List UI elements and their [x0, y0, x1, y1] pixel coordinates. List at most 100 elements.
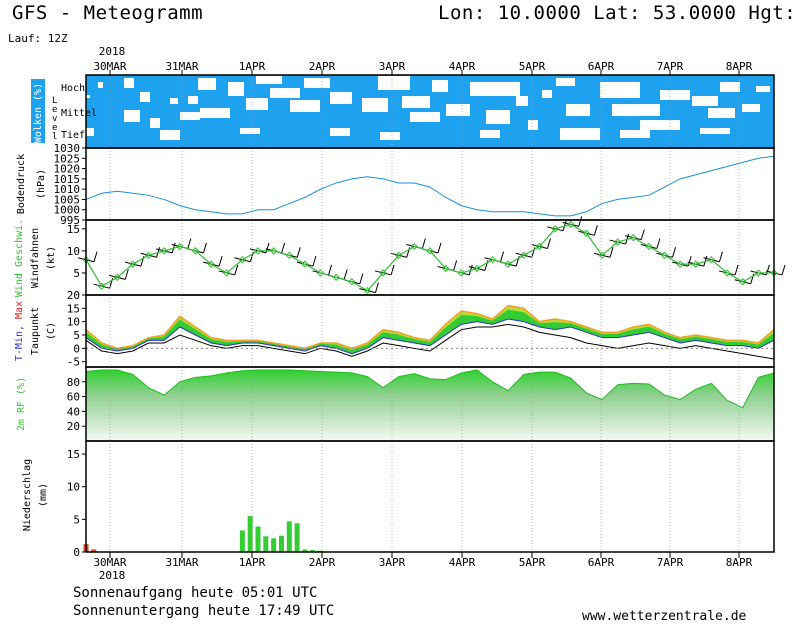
- precip-bar: [247, 516, 253, 552]
- pressure-line: [85, 155, 775, 217]
- cloud-gap: [228, 82, 244, 96]
- model-run-label: Lauf: 12Z: [8, 32, 68, 45]
- cloud-gap: [86, 95, 90, 98]
- wind-speed-point: [160, 247, 168, 255]
- wind-speed-point: [379, 269, 387, 277]
- wind-barb-flag: [281, 242, 286, 254]
- wind-speed-point: [316, 269, 325, 277]
- cloud-gap: [528, 120, 538, 130]
- panel-frame-wind: [85, 219, 775, 296]
- cloud-gap: [304, 78, 330, 88]
- cloud-gap: [124, 78, 134, 88]
- precip-bar: [278, 535, 284, 552]
- cloud-gap: [246, 98, 268, 110]
- cloud-gap: [124, 110, 140, 122]
- y-tick-label: 10: [67, 481, 80, 494]
- wind-speed-point: [144, 251, 153, 260]
- temperature-axis-label: T-Min, Max: [14, 301, 25, 361]
- wind-speed-point: [269, 247, 278, 255]
- wind-speed-point: [582, 229, 591, 237]
- cloud-gap: [566, 104, 590, 116]
- humidity-axis-label: 2m RF (%): [16, 377, 27, 431]
- wind-speed-point: [97, 282, 106, 290]
- precip-unit-label: (mm): [38, 483, 49, 507]
- pressure-axis-label: Bodendruck: [16, 154, 27, 214]
- precip-bar: [239, 530, 245, 552]
- wind-barb-flag: [593, 225, 598, 236]
- y-tick-label: 20: [67, 420, 80, 433]
- cloud-gap: [402, 96, 430, 108]
- y-tick-label: 995: [60, 214, 80, 227]
- top-date-label: 31MAR: [165, 60, 198, 73]
- cloud-gap: [330, 128, 350, 136]
- wind-barb-flag: [453, 260, 458, 271]
- wind-barb-flag: [640, 229, 645, 240]
- wind-speed-point: [457, 269, 465, 277]
- top-date-label: 8APR: [726, 60, 753, 73]
- humidity-area: [86, 369, 774, 441]
- wind-barb-flag: [124, 269, 129, 280]
- y-tick-label: 1010: [54, 183, 81, 196]
- y-tick-label: 0: [73, 546, 80, 559]
- wind-speed-point: [629, 233, 637, 242]
- wind-barb-flag: [656, 238, 661, 249]
- wind-speed-point: [504, 260, 512, 268]
- wind-speed-point: [645, 242, 653, 251]
- wind-speed-point: [551, 225, 559, 233]
- sunset-text: Sonnenuntergang heute 17:49 UTC: [73, 603, 335, 619]
- wind-barb-flag: [218, 255, 223, 267]
- wind-speed-point: [739, 278, 747, 286]
- wind-speed-point: [301, 260, 309, 268]
- precip-bar-strat: [91, 549, 97, 552]
- y-tick-label: 60: [67, 391, 80, 404]
- wind-barb-flag: [296, 247, 301, 258]
- wind-speed-point: [348, 278, 356, 286]
- wind-speed-point: [473, 264, 481, 273]
- top-date-label: 3APR: [379, 60, 406, 73]
- cloud-gap: [486, 110, 510, 124]
- wind-speed-point: [207, 260, 215, 268]
- y-tick-label: 1005: [54, 193, 81, 206]
- panel-frame-precipitation: [85, 440, 775, 553]
- precip-bar: [263, 536, 269, 552]
- wind-barb-flag: [672, 247, 677, 258]
- wind-speed-point: [176, 242, 184, 251]
- wind-speed-point: [676, 260, 684, 268]
- level-mid-label: Mittel: [61, 108, 97, 119]
- cloud-gap: [560, 128, 600, 140]
- y-tick-label: 80: [67, 376, 80, 389]
- top-date-label: 6APR: [588, 60, 615, 73]
- wind-unit-label: (kt): [46, 246, 57, 270]
- bottom-date-label: 7APR: [657, 556, 684, 569]
- wind-speed-point: [692, 260, 700, 268]
- y-tick-label: 15: [67, 448, 80, 461]
- wind-barb-flag: [343, 269, 348, 280]
- y-tick-label: 20: [67, 289, 80, 302]
- location-coordinates: Lon: 10.0000 Lat: 53.0000 Hgt: 8: [438, 2, 800, 24]
- cloud-gap: [180, 112, 200, 120]
- cloud-gap: [198, 78, 216, 90]
- level-low-label: Tief: [61, 130, 85, 141]
- level-label-char: l: [52, 132, 57, 142]
- precip-bar: [255, 526, 261, 552]
- cloud-gap: [720, 82, 740, 92]
- wind-speed-point: [395, 251, 403, 260]
- wind-barb-flag: [328, 264, 333, 276]
- cloud-gap: [98, 82, 103, 88]
- cloud-gap: [256, 76, 282, 84]
- tmin-line: [85, 318, 775, 355]
- cloud-gap: [150, 118, 160, 128]
- y-tick-label: 15: [67, 302, 80, 315]
- bottom-date-label: 6APR: [588, 556, 615, 569]
- wind-barb-flag: [718, 251, 723, 262]
- wind-barb-flag: [734, 264, 739, 276]
- bottom-year-label: 2018: [99, 569, 126, 582]
- wind-barb-flag: [202, 242, 207, 254]
- wind-barb-flag: [390, 264, 395, 276]
- page-title: GFS - Meteogramm: [12, 2, 204, 24]
- precip-bar: [271, 538, 277, 552]
- wind-speed-point: [254, 247, 262, 255]
- wind-barb-flag: [359, 273, 364, 284]
- wind-speed-point: [535, 242, 544, 251]
- cloud-gap: [556, 78, 575, 86]
